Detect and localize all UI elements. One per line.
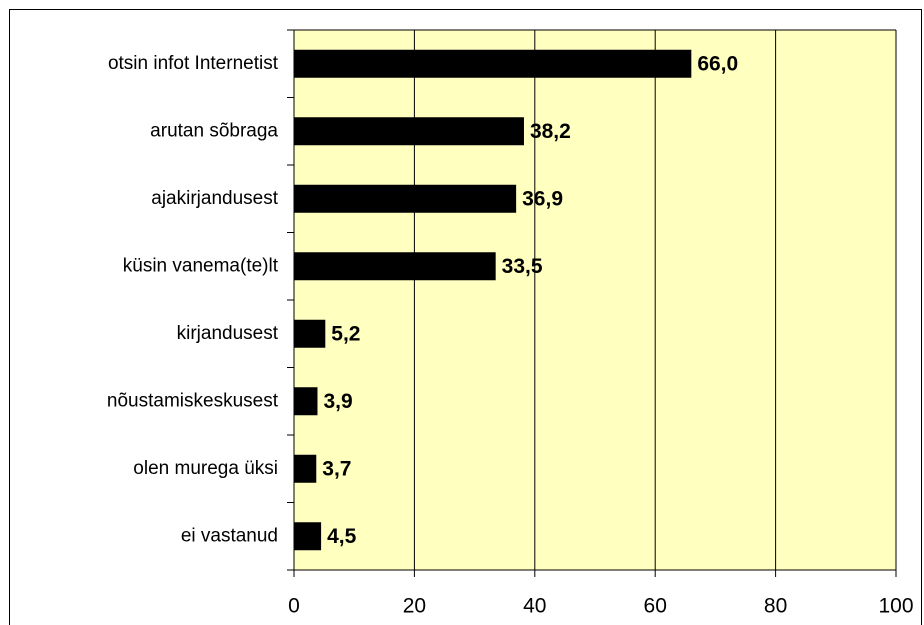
value-label: 3,9 — [323, 390, 352, 413]
x-tick-label: 40 — [523, 595, 546, 618]
bar — [294, 184, 517, 213]
bar — [294, 49, 692, 78]
y-tick-label: olen murega üksi — [133, 458, 278, 479]
bar — [294, 454, 317, 483]
y-tick-label: ajakirjandusest — [151, 188, 278, 209]
value-label: 4,5 — [327, 525, 357, 548]
y-tick-label: arutan sõbraga — [150, 120, 278, 141]
bar — [294, 319, 326, 348]
y-tick-label: küsin vanema(te)lt — [123, 255, 279, 276]
bar — [294, 387, 318, 416]
bar — [294, 252, 496, 281]
value-label: 36,9 — [522, 187, 563, 210]
plot-area — [294, 30, 896, 570]
y-tick-label: ei vastanud — [181, 525, 278, 546]
bar — [294, 117, 524, 146]
value-label: 5,2 — [331, 322, 360, 345]
x-tick-label: 0 — [288, 595, 300, 618]
value-label: 33,5 — [502, 255, 543, 278]
value-label: 38,2 — [530, 120, 571, 143]
x-tick-label: 60 — [644, 595, 667, 618]
x-tick-label: 20 — [403, 595, 426, 618]
value-label: 3,7 — [322, 457, 351, 480]
y-tick-label: otsin infot Internetist — [108, 53, 279, 74]
x-tick-label: 80 — [764, 595, 787, 618]
bar — [294, 522, 322, 551]
y-tick-label: kirjandusest — [177, 323, 279, 344]
x-tick-label: 100 — [878, 595, 913, 618]
y-tick-label: nõustamiskeskusest — [107, 390, 279, 411]
value-label: 66,0 — [697, 52, 738, 75]
